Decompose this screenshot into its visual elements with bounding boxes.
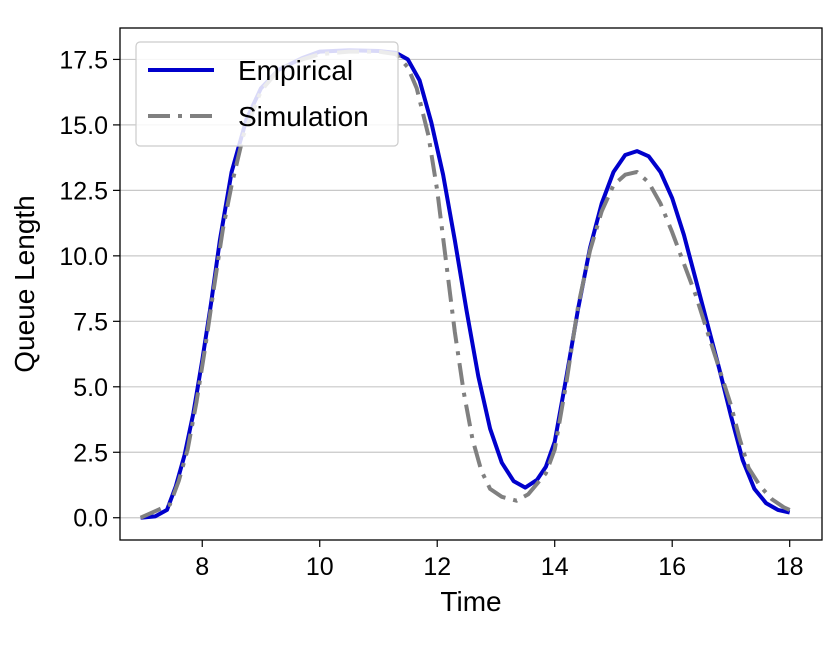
y-tick-label: 7.5	[73, 308, 108, 336]
series-lines	[139, 48, 791, 520]
x-tick-label: 8	[195, 553, 209, 581]
x-tick-label: 10	[306, 553, 334, 581]
series-line-simulation	[139, 49, 791, 520]
x-tick-label: 12	[423, 553, 451, 581]
y-axis-label: Queue Length	[9, 195, 40, 373]
y-axis: 0.0 2.5 5.0 7.5 10.0 12.5 15.0 17.5	[59, 46, 120, 533]
x-tick-label: 18	[776, 553, 804, 581]
x-tick-label: 14	[541, 553, 569, 581]
y-tick-label: 0.0	[73, 505, 108, 533]
x-tick-label: 16	[658, 553, 686, 581]
y-tick-label: 10.0	[59, 243, 108, 271]
legend-label-empirical: Empirical	[238, 55, 353, 86]
y-tick-label: 12.5	[59, 177, 108, 205]
y-tick-label: 5.0	[73, 374, 108, 402]
y-tick-label: 2.5	[73, 439, 108, 467]
y-tick-label: 17.5	[59, 46, 108, 74]
y-tick-label: 15.0	[59, 112, 108, 140]
x-axis-label: Time	[440, 586, 501, 617]
legend-label-simulation: Simulation	[238, 101, 369, 132]
x-axis: 8 10 12 14 16 18	[195, 540, 804, 581]
plot-frame	[119, 27, 823, 541]
legend: Empirical Simulation	[135, 41, 399, 147]
